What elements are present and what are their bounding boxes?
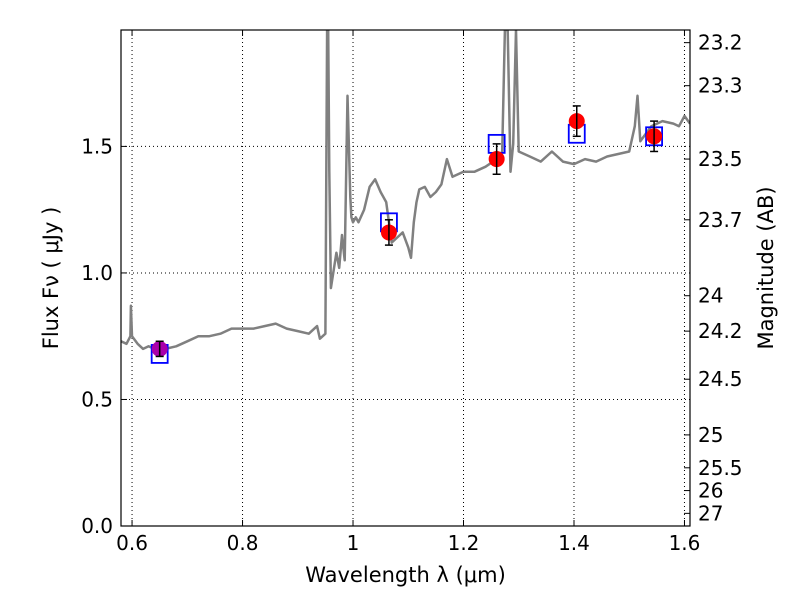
y-axis-label-right: Magnitude (AB) bbox=[754, 186, 778, 349]
y-tick-label: 0.5 bbox=[81, 387, 113, 411]
mag-tick-label: 24 bbox=[698, 284, 723, 308]
y-tick-label: 0.0 bbox=[81, 514, 113, 538]
axis-ticks: 0.6 0.8 1 1.2 1.4 1.6 0.0 0.5 1.0 1.5 23.2 23.3 23.5… bbox=[81, 30, 743, 555]
mag-tick-label: 23.7 bbox=[698, 208, 743, 232]
mag-tick-label: 23.2 bbox=[698, 31, 743, 55]
spectrum-layer bbox=[121, 30, 690, 351]
x-tick-label: 1.4 bbox=[558, 531, 590, 555]
plot-frame bbox=[120, 29, 691, 527]
mag-tick-label: 24.2 bbox=[698, 319, 743, 343]
series-line-model-spectrum bbox=[121, 30, 690, 351]
mag-tick-label: 24.5 bbox=[698, 367, 743, 391]
x-tick-label: 0.8 bbox=[227, 531, 259, 555]
x-tick-label: 0.6 bbox=[116, 531, 148, 555]
mag-tick-label: 25.5 bbox=[698, 456, 743, 480]
x-axis-label: Wavelength λ (μm) bbox=[305, 563, 506, 587]
mag-tick-label: 23.3 bbox=[698, 74, 743, 98]
grid-lines bbox=[121, 30, 690, 526]
y-tick-label: 1.0 bbox=[81, 261, 113, 285]
mag-tick-label: 26 bbox=[698, 479, 723, 503]
x-tick-label: 1.2 bbox=[448, 531, 480, 555]
x-tick-label: 1.6 bbox=[669, 531, 701, 555]
x-tick-label: 1 bbox=[347, 531, 360, 555]
y-axis-label-left: Flux Fν ( μJy ) bbox=[39, 207, 63, 350]
mag-tick-label: 25 bbox=[698, 423, 723, 447]
mag-tick-label: 23.5 bbox=[698, 147, 743, 171]
mag-tick-label: 27 bbox=[698, 501, 723, 525]
observed-photometry-markers bbox=[151, 105, 663, 358]
y-tick-label: 1.5 bbox=[81, 134, 113, 158]
